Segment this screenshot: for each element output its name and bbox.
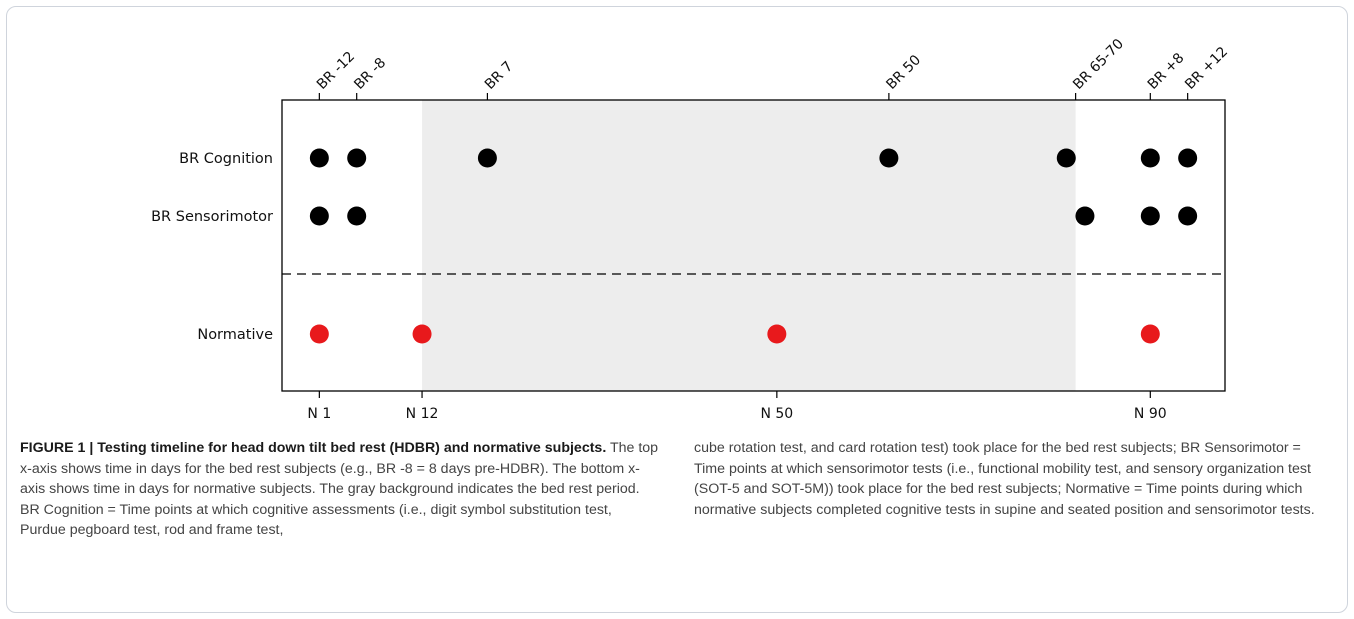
top-axis-tick-label: BR 65-70	[1070, 36, 1127, 93]
bottom-axis-tick-label: N 50	[760, 406, 793, 422]
bottom-axis-tick-label: N 12	[406, 406, 439, 422]
data-point	[412, 324, 432, 344]
row-label: Normative	[197, 327, 273, 343]
top-axis-tick-label: BR +8	[1145, 50, 1188, 93]
data-point	[1056, 148, 1076, 168]
data-point	[1140, 148, 1160, 168]
data-point	[347, 206, 367, 226]
data-point	[1075, 206, 1095, 226]
row-label: BR Cognition	[179, 151, 273, 167]
data-point	[1178, 148, 1198, 168]
data-point	[1178, 206, 1198, 226]
data-point	[879, 148, 899, 168]
top-axis-tick-label: BR +12	[1182, 44, 1231, 93]
data-point	[309, 206, 329, 226]
data-point	[309, 148, 329, 168]
bed-rest-period-shading	[422, 100, 1076, 391]
top-axis-tick-label: BR -12	[314, 49, 358, 93]
caption-text-right: cube rotation test, and card rotation te…	[694, 440, 1315, 518]
plot-area	[281, 99, 1226, 392]
caption-label: FIGURE 1 |	[20, 440, 94, 456]
caption-text-left: The top x-axis shows time in days for th…	[20, 440, 659, 539]
bottom-axis-tick-label: N 90	[1134, 406, 1167, 422]
data-point	[309, 324, 329, 344]
data-point	[347, 148, 367, 168]
data-point	[1140, 206, 1160, 226]
caption-title: Testing timeline for head down tilt bed …	[97, 440, 607, 456]
figure-caption-left: FIGURE 1 | Testing timeline for head dow…	[20, 438, 660, 541]
data-point	[1140, 324, 1160, 344]
figure-caption-right: cube rotation test, and card rotation te…	[694, 438, 1334, 520]
top-axis-tick-label: BR 50	[883, 52, 924, 93]
row-label: BR Sensorimotor	[151, 209, 273, 225]
data-point	[477, 148, 497, 168]
data-point	[767, 324, 787, 344]
bottom-axis-tick-label: N 1	[307, 406, 331, 422]
top-axis-tick-label: BR 7	[482, 58, 516, 92]
